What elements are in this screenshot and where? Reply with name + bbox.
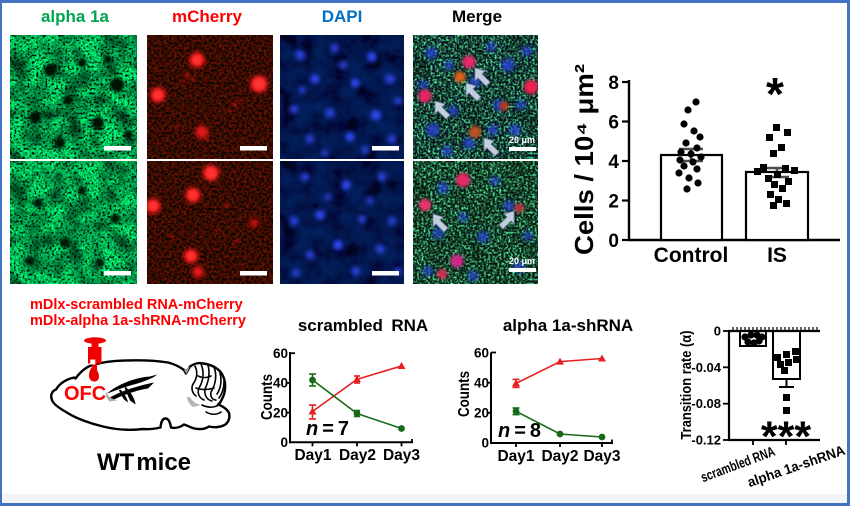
svg-text:4: 4 (608, 152, 619, 173)
svg-text:*: * (766, 68, 784, 120)
svg-text:20: 20 (474, 406, 489, 421)
svg-text:40: 40 (273, 376, 288, 391)
svg-text:Day2: Day2 (541, 448, 578, 465)
svg-text:0: 0 (481, 436, 489, 451)
svg-text:40: 40 (474, 375, 489, 390)
svg-text:20 μm: 20 μm (509, 135, 535, 145)
svg-text:Transition rate (α): Transition rate (α) (679, 330, 695, 439)
svg-text:2: 2 (608, 192, 619, 213)
svg-text:-0.08: -0.08 (691, 396, 721, 411)
svg-text:0: 0 (280, 435, 288, 450)
svg-text:***: *** (761, 413, 811, 461)
svg-text:alpha 1a-shRNA: alpha 1a-shRNA (503, 316, 633, 335)
svg-text:-0.12: -0.12 (691, 433, 721, 448)
svg-text:0: 0 (714, 324, 721, 339)
svg-text:0: 0 (608, 231, 619, 252)
svg-text:IS: IS (767, 244, 787, 267)
svg-text:Control: Control (654, 244, 729, 267)
svg-text:Counts: Counts (456, 371, 473, 417)
svg-text:Day1: Day1 (294, 447, 331, 464)
svg-text:Day3: Day3 (383, 447, 420, 464)
svg-text:20: 20 (273, 405, 288, 420)
svg-text:scrambled RNA: scrambled RNA (298, 316, 428, 335)
svg-text:Day1: Day1 (497, 448, 534, 465)
svg-text:Counts: Counts (259, 374, 276, 420)
svg-text:n = 7: n = 7 (306, 418, 349, 440)
svg-text:-0.04: -0.04 (691, 360, 721, 375)
svg-text:Day2: Day2 (339, 447, 376, 464)
svg-text:6: 6 (608, 113, 619, 134)
svg-text:60: 60 (273, 346, 288, 361)
svg-text:Day3: Day3 (583, 448, 620, 465)
svg-text:n = 8: n = 8 (498, 420, 541, 442)
svg-text:Cells / 10⁴ μm²: Cells / 10⁴ μm² (569, 64, 599, 255)
svg-text:60: 60 (474, 346, 489, 361)
svg-text:20 μm: 20 μm (509, 256, 535, 266)
svg-text:8: 8 (608, 73, 619, 94)
